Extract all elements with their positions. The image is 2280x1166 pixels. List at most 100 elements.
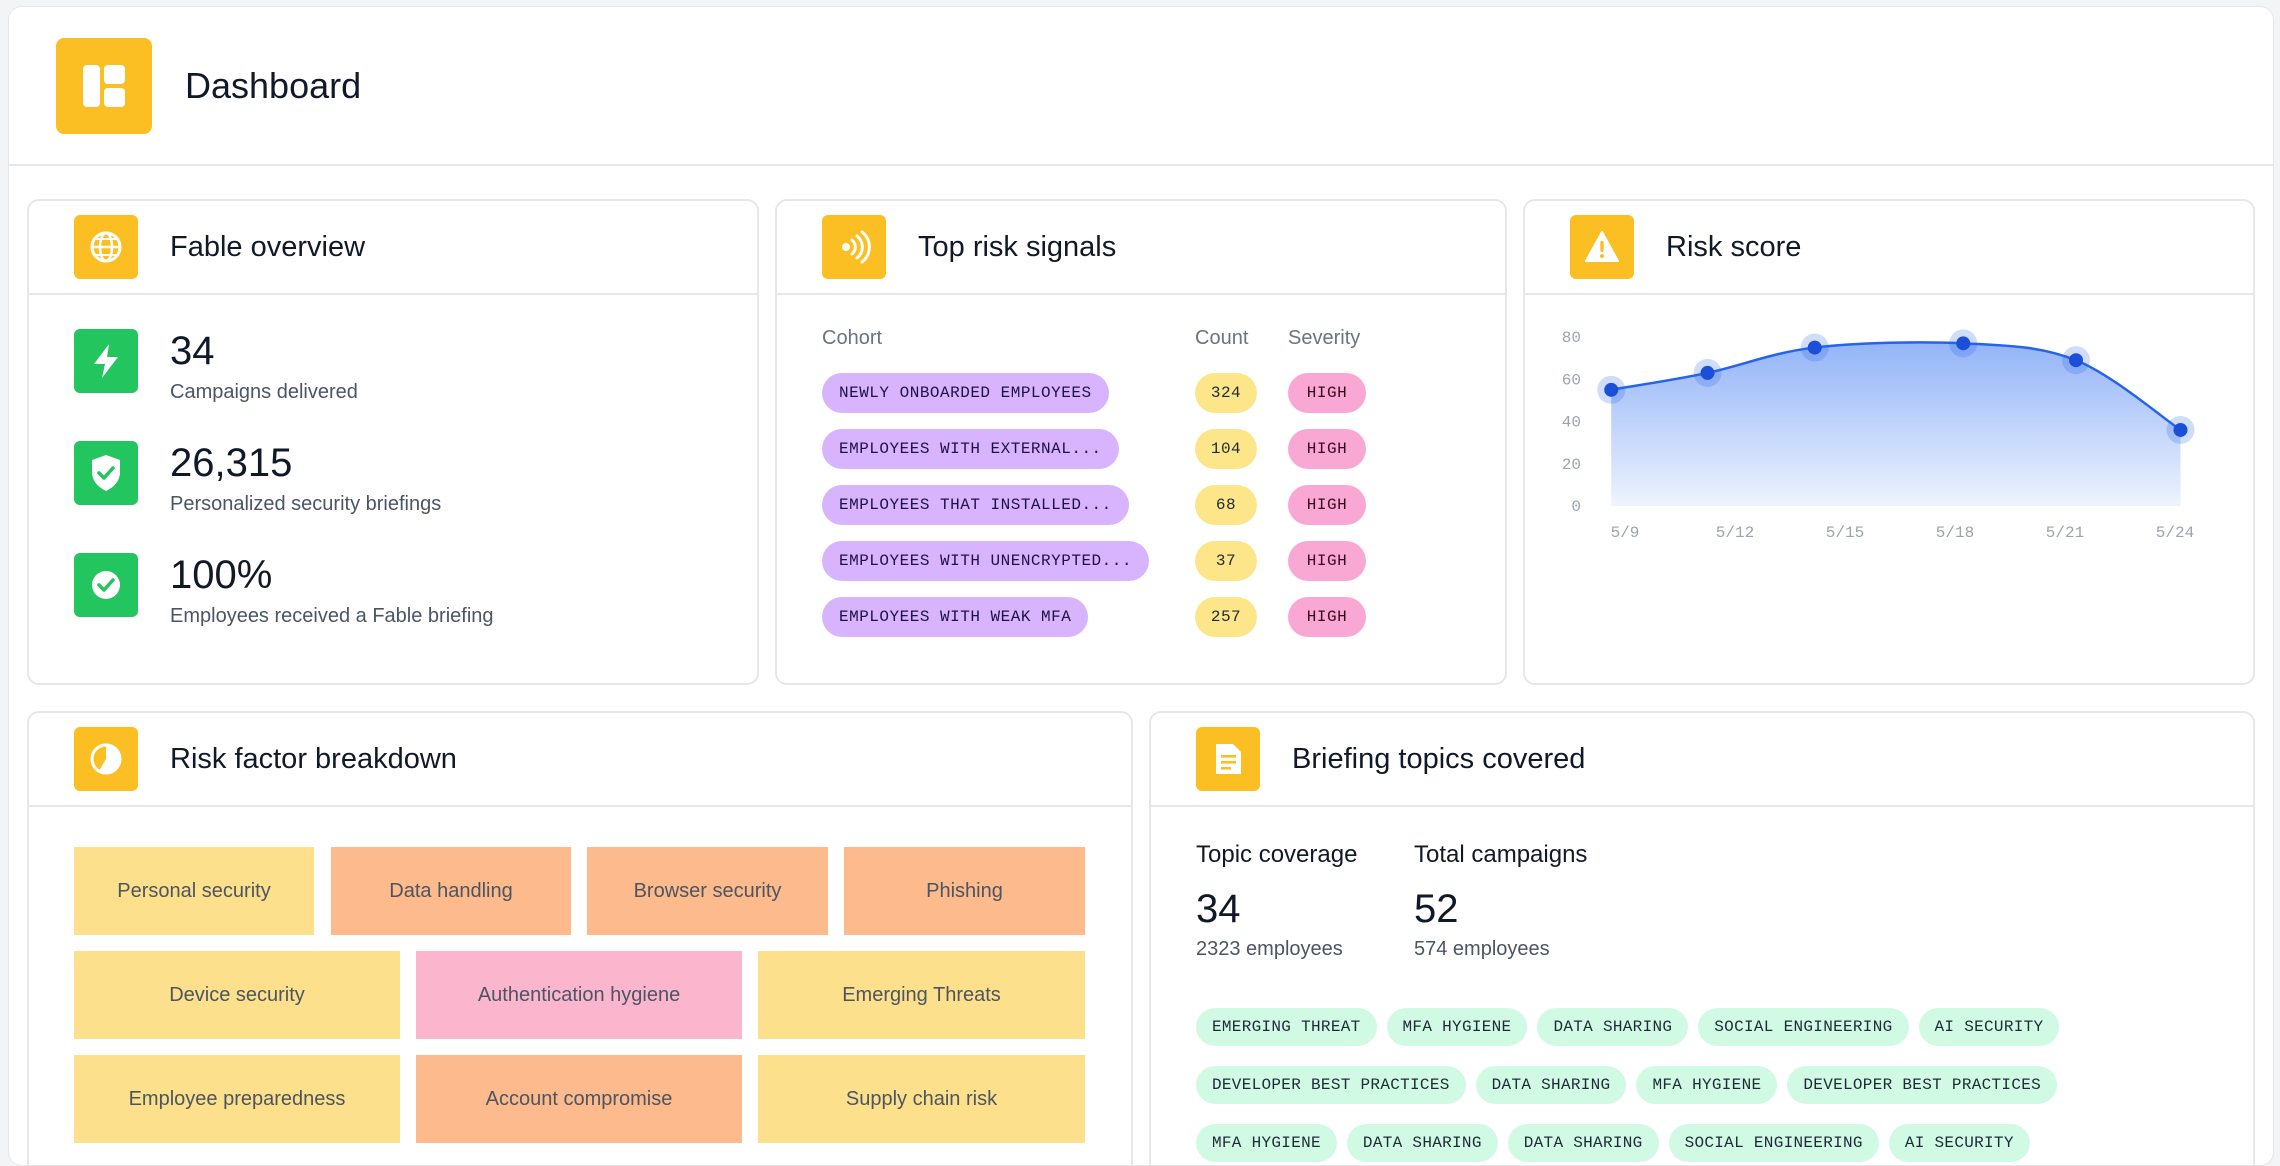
risk-factor-tile[interactable]: Personal security — [74, 847, 314, 935]
severity-badge: HIGH — [1288, 485, 1366, 525]
risk-score-card: Risk score 0 20 40 60 80 5/9 5/12 5/15 5/18 5/21 5… — [1523, 199, 2255, 685]
severity-badge: HIGH — [1288, 541, 1366, 581]
x-tick-label: 5/15 — [1826, 524, 1864, 542]
count-badge: 68 — [1195, 485, 1257, 525]
column-header-severity: Severity — [1288, 327, 1361, 349]
risk-factor-tile[interactable]: Phishing — [844, 847, 1085, 935]
check-circle-icon — [74, 553, 138, 617]
document-icon — [1196, 727, 1260, 791]
shield-check-icon — [74, 441, 138, 505]
risk-factor-tile[interactable]: Employee preparedness — [74, 1055, 400, 1143]
topic-coverage-metric: Topic coverage 34 2323 employees — [1196, 841, 1357, 961]
briefing-card: Briefing topics covered Topic coverage 3… — [1149, 711, 2255, 1165]
topic-tag[interactable]: SOCIAL ENGINEERING — [1698, 1008, 1909, 1046]
topic-tag[interactable]: AI SECURITY — [1888, 1124, 2030, 1162]
risk-signals-header: Top risk signals — [777, 201, 1505, 295]
briefing-title: Briefing topics covered — [1292, 742, 1586, 775]
topic-tag[interactable]: MFA HYGIENE — [1386, 1008, 1528, 1046]
risk-score-area — [1611, 342, 2181, 506]
count-badge: 257 — [1195, 597, 1257, 637]
topic-tag[interactable]: EMERGING THREAT — [1196, 1008, 1377, 1046]
column-header-count: Count — [1195, 327, 1249, 349]
total-campaigns-metric: Total campaigns 52 574 employees — [1414, 841, 1587, 961]
topic-tag[interactable]: MFA HYGIENE — [1196, 1124, 1337, 1162]
stat-label: Personalized security briefings — [170, 493, 442, 515]
stat-label: Employees received a Fable briefing — [170, 605, 494, 627]
risk-score-title: Risk score — [1666, 230, 1802, 263]
metric-heading: Total campaigns — [1414, 841, 1588, 868]
column-header-cohort: Cohort — [822, 327, 883, 349]
page-title: Dashboard — [185, 64, 362, 106]
topic-tag[interactable]: DATA SHARING — [1507, 1124, 1659, 1162]
warning-icon — [1570, 215, 1634, 279]
stat-campaigns: 34 Campaigns delivered — [74, 329, 358, 404]
risk-signals-title: Top risk signals — [918, 230, 1117, 263]
lightning-icon — [74, 329, 138, 393]
table-row[interactable]: EMPLOYEES WITH EXTERNAL... 104 HIGH — [822, 429, 1422, 469]
risk-factor-tile[interactable]: Device security — [74, 951, 400, 1039]
dashboard-icon[interactable] — [56, 37, 152, 134]
stat-briefings: 26,315 Personalized security briefings — [74, 441, 441, 516]
risk-factor-tile[interactable]: Supply chain risk — [758, 1055, 1085, 1143]
count-badge: 324 — [1195, 373, 1257, 413]
risk-score-header: Risk score — [1525, 201, 2253, 295]
overview-card: Fable overview 34 Campaigns delivered 26… — [27, 199, 759, 685]
breakdown-title: Risk factor breakdown — [170, 742, 457, 775]
overview-header: Fable overview — [29, 201, 757, 295]
risk-factor-tile[interactable]: Emerging Threats — [758, 951, 1085, 1039]
y-tick-label: 80 — [1562, 329, 1581, 347]
topic-tags: EMERGING THREAT MFA HYGIENE DATA SHARING… — [1196, 1008, 2096, 1162]
pie-chart-icon — [74, 727, 138, 791]
cohort-pill: EMPLOYEES WITH EXTERNAL... — [822, 429, 1119, 469]
stat-label: Campaigns delivered — [170, 381, 358, 403]
stat-value: 26,315 — [170, 441, 293, 485]
cohort-pill: EMPLOYEES THAT INSTALLED... — [822, 485, 1129, 525]
cohort-pill: NEWLY ONBOARDED EMPLOYEES — [822, 373, 1109, 413]
data-point — [1956, 336, 1971, 351]
y-tick-label: 60 — [1562, 371, 1581, 389]
table-row[interactable]: NEWLY ONBOARDED EMPLOYEES 324 HIGH — [822, 373, 1422, 413]
data-point — [2173, 422, 2188, 437]
topic-tag[interactable]: SOCIAL ENGINEERING — [1668, 1124, 1879, 1162]
dashboard-app: Dashboard Fable overview 34 Campaig — [8, 6, 2274, 1166]
topic-tag[interactable]: DATA SHARING — [1537, 1008, 1689, 1046]
stat-employees: 100% Employees received a Fable briefing — [74, 553, 494, 628]
topic-tag[interactable]: DATA SHARING — [1346, 1124, 1498, 1162]
risk-factor-tile[interactable]: Authentication hygiene — [416, 951, 742, 1039]
severity-badge: HIGH — [1288, 373, 1366, 413]
severity-badge: HIGH — [1288, 429, 1366, 469]
table-row[interactable]: EMPLOYEES THAT INSTALLED... 68 HIGH — [822, 485, 1422, 525]
cohort-pill: EMPLOYEES WITH UNENCRYPTED... — [822, 541, 1149, 581]
top-bar: Dashboard — [9, 7, 2273, 166]
table-row[interactable]: EMPLOYEES WITH WEAK MFA 257 HIGH — [822, 597, 1422, 637]
risk-score-chart: 0 20 40 60 80 5/9 5/12 5/15 5/18 5/21 5/24 — [1562, 329, 2195, 542]
briefing-header: Briefing topics covered — [1151, 713, 2253, 807]
data-point — [1604, 382, 1619, 397]
topic-tag[interactable]: DATA SHARING — [1475, 1066, 1627, 1104]
globe-icon — [74, 215, 138, 279]
risk-factor-tile[interactable]: Browser security — [587, 847, 828, 935]
topic-tag[interactable]: DEVELOPER BEST PRACTICES — [1787, 1066, 2058, 1104]
y-tick-label: 0 — [1571, 498, 1581, 516]
risk-factor-tile[interactable]: Data handling — [331, 847, 571, 935]
y-tick-label: 40 — [1562, 414, 1581, 432]
x-tick-label: 5/9 — [1611, 524, 1640, 542]
risk-factor-tile[interactable]: Account compromise — [416, 1055, 742, 1143]
breakdown-header: Risk factor breakdown — [29, 713, 1131, 807]
stat-value: 34 — [170, 329, 215, 373]
count-badge: 104 — [1195, 429, 1257, 469]
topic-tag[interactable]: DEVELOPER BEST PRACTICES — [1196, 1066, 1466, 1104]
y-tick-label: 20 — [1562, 456, 1581, 474]
risk-signals-card: Top risk signals Cohort Count Severity N… — [775, 199, 1507, 685]
x-tick-label: 5/18 — [1936, 524, 1974, 542]
metric-subtext: 574 employees — [1414, 938, 1550, 960]
signal-icon — [822, 215, 886, 279]
count-badge: 37 — [1195, 541, 1257, 581]
breakdown-card: Risk factor breakdown Personal security … — [27, 711, 1133, 1165]
data-point — [1807, 340, 1822, 355]
topic-tag[interactable]: AI SECURITY — [1918, 1008, 2060, 1046]
stat-value: 100% — [170, 553, 273, 597]
topic-tag[interactable]: MFA HYGIENE — [1636, 1066, 1778, 1104]
table-row[interactable]: EMPLOYEES WITH UNENCRYPTED... 37 HIGH — [822, 541, 1422, 581]
severity-badge: HIGH — [1288, 597, 1366, 637]
